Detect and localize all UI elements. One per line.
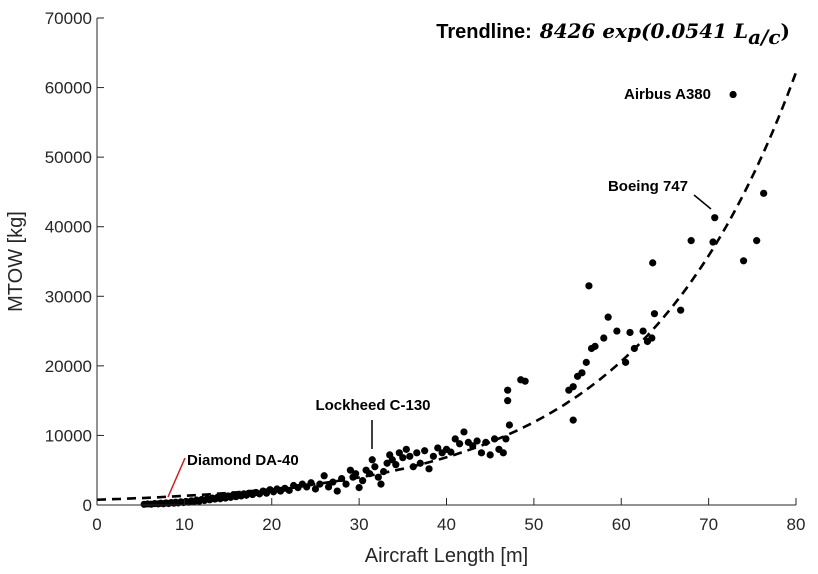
data-point bbox=[342, 480, 350, 488]
data-point bbox=[359, 477, 367, 485]
data-point bbox=[648, 334, 656, 342]
data-point bbox=[425, 465, 433, 473]
trendline-label: Trendline: bbox=[436, 21, 532, 43]
data-point bbox=[639, 327, 647, 335]
data-point bbox=[320, 472, 328, 480]
x-tick-label: 50 bbox=[524, 515, 543, 534]
data-point bbox=[355, 484, 363, 492]
annotation-label: Airbus A380 bbox=[624, 86, 711, 103]
y-tick-label: 10000 bbox=[45, 426, 92, 445]
y-tick-label: 60000 bbox=[45, 79, 92, 98]
data-point bbox=[377, 480, 385, 488]
data-point bbox=[604, 313, 612, 321]
data-point bbox=[447, 448, 455, 456]
x-tick-label: 0 bbox=[92, 515, 101, 534]
data-point bbox=[687, 237, 695, 245]
data-point bbox=[504, 397, 512, 405]
trendline-equation: Trendline: 8426 exp(0.0541 La/c) bbox=[436, 19, 790, 49]
data-point bbox=[406, 452, 414, 460]
data-point bbox=[578, 369, 586, 377]
data-point bbox=[333, 487, 341, 495]
data-point bbox=[346, 466, 354, 474]
data-point bbox=[374, 473, 382, 481]
data-point bbox=[421, 447, 429, 455]
trendline-subscript: a/c bbox=[748, 25, 780, 49]
data-point bbox=[753, 237, 761, 245]
data-point bbox=[505, 421, 514, 429]
data-point bbox=[368, 456, 376, 464]
y-axis-ticks: 0 10000 20000 30000 40000 50000 60000 70000 bbox=[45, 9, 104, 515]
data-point bbox=[285, 486, 293, 494]
x-tick-label: 40 bbox=[437, 515, 456, 534]
data-point bbox=[591, 342, 599, 350]
data-point bbox=[502, 435, 510, 443]
data-point bbox=[383, 459, 391, 467]
data-point bbox=[329, 478, 337, 486]
x-tick-label: 20 bbox=[262, 515, 281, 534]
data-point bbox=[650, 310, 659, 318]
x-tick-label: 70 bbox=[699, 515, 718, 534]
y-tick-label: 40000 bbox=[45, 218, 92, 237]
y-axis-label: MTOW [kg] bbox=[5, 211, 27, 312]
data-point bbox=[569, 416, 577, 424]
annotation-label: Lockheed C-130 bbox=[315, 397, 430, 414]
data-point bbox=[521, 377, 529, 385]
data-point bbox=[392, 461, 400, 469]
data-point bbox=[711, 214, 719, 222]
data-point bbox=[600, 334, 608, 342]
data-point bbox=[413, 449, 421, 457]
data-point bbox=[311, 485, 320, 493]
data-point bbox=[399, 454, 407, 462]
data-point bbox=[613, 327, 621, 335]
data-point bbox=[504, 386, 512, 394]
data-point bbox=[739, 257, 748, 265]
annotation-label: Boeing 747 bbox=[608, 178, 688, 195]
data-point bbox=[486, 451, 494, 459]
data-point bbox=[582, 358, 590, 366]
data-point bbox=[402, 445, 410, 453]
annotation-leaders bbox=[167, 194, 712, 498]
data-point bbox=[451, 435, 459, 443]
data-point bbox=[429, 452, 437, 460]
trendline-close-paren: ) bbox=[781, 19, 790, 43]
data-point bbox=[626, 328, 634, 337]
annotations: Airbus A380 Boeing 747 Lockheed C-130 Diamo… bbox=[187, 86, 711, 469]
annotation-label: Diamond DA-40 bbox=[187, 452, 299, 469]
data-point bbox=[434, 444, 442, 452]
x-axis-label: Aircraft Length [m] bbox=[365, 545, 528, 567]
y-tick-label: 30000 bbox=[45, 287, 92, 306]
data-point bbox=[499, 449, 507, 457]
annotation-leader-line bbox=[693, 194, 712, 210]
x-tick-label: 10 bbox=[175, 515, 194, 534]
data-points bbox=[140, 90, 768, 508]
annotation-leader-line bbox=[167, 457, 186, 498]
data-point bbox=[371, 463, 379, 471]
data-point bbox=[477, 449, 486, 457]
data-point bbox=[569, 383, 577, 391]
y-tick-label: 20000 bbox=[45, 357, 92, 376]
y-tick-label: 0 bbox=[83, 496, 92, 515]
data-point bbox=[709, 238, 717, 246]
x-tick-label: 80 bbox=[787, 515, 806, 534]
data-point bbox=[649, 259, 657, 267]
data-point bbox=[352, 470, 360, 478]
data-point bbox=[729, 90, 737, 99]
data-point bbox=[473, 437, 481, 445]
trendline-curve bbox=[96, 71, 798, 501]
x-tick-label: 60 bbox=[612, 515, 631, 534]
y-tick-label: 50000 bbox=[45, 148, 92, 167]
y-tick-label: 70000 bbox=[45, 9, 92, 28]
axes: 0 10 20 30 40 50 60 70 80 0 10000 20000 30000 40000 5… bbox=[45, 9, 806, 534]
data-point bbox=[324, 483, 333, 491]
x-tick-label: 30 bbox=[350, 515, 369, 534]
data-point bbox=[456, 440, 464, 448]
x-axis-ticks: 0 10 20 30 40 50 60 70 80 bbox=[92, 498, 805, 534]
data-point bbox=[585, 282, 593, 290]
trendline-formula: 8426 exp(0.0541 L bbox=[539, 19, 748, 43]
data-point bbox=[460, 428, 468, 436]
data-point bbox=[760, 189, 768, 197]
data-point bbox=[677, 306, 685, 314]
